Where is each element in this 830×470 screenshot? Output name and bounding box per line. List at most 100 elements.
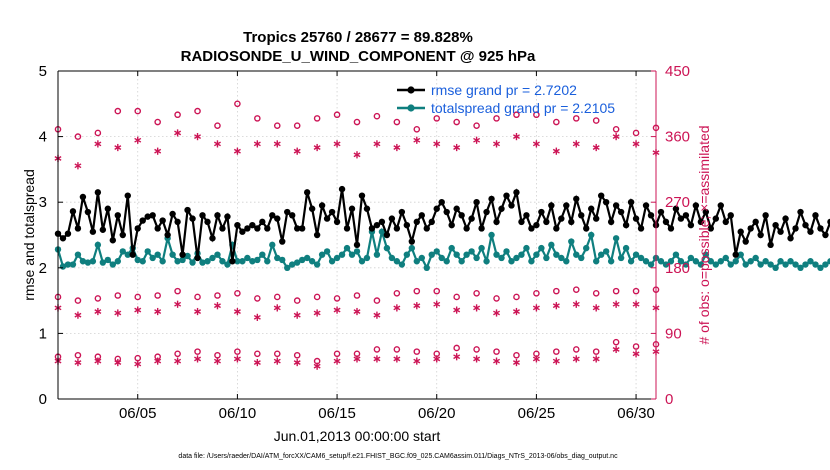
totalspread-point: [583, 244, 590, 252]
totalspread-point: [408, 244, 416, 252]
rmse-point: [732, 251, 739, 258]
rmse-point: [403, 221, 411, 229]
obs-possible-marker: [114, 107, 122, 115]
obs-possible-marker: [612, 338, 620, 346]
obs-assimilated-marker: [213, 140, 221, 148]
totalspread-point: [428, 251, 435, 258]
rmse-point: [209, 235, 216, 242]
obs-assimilated-marker: [512, 307, 520, 316]
obs-assimilated-marker: [512, 133, 520, 141]
obs-assimilated-marker: [532, 355, 540, 363]
obs-possible-marker: [194, 348, 201, 355]
rmse-point: [593, 215, 600, 222]
rmse-point: [139, 217, 146, 224]
obs-possible-marker: [214, 292, 221, 299]
totalspread-point: [777, 258, 784, 265]
totalspread-point: [672, 251, 680, 258]
totalspread-point: [662, 261, 670, 268]
totalspread-point: [289, 261, 296, 268]
obs-possible-marker: [612, 126, 620, 133]
obs-assimilated-marker: [313, 309, 321, 317]
rmse-point: [533, 221, 540, 229]
rmse-point: [642, 202, 650, 209]
obs-assimilated-marker: [213, 302, 221, 310]
obs-possible-marker: [94, 129, 102, 137]
totalspread-point: [802, 261, 809, 268]
totalspread-point: [732, 258, 739, 265]
totalspread-point: [298, 256, 306, 264]
obs-assimilated-marker: [373, 355, 381, 363]
rmse-point: [563, 202, 570, 209]
obs-assimilated-marker: [94, 357, 102, 365]
x-axis-label: Jun.01,2013 00:00:00 start: [274, 428, 441, 444]
obs-assimilated-marker: [453, 143, 461, 152]
rmse-point: [503, 192, 510, 199]
obs-assimilated-marker: [612, 345, 620, 354]
obs-possible-marker: [174, 111, 181, 119]
obs-possible-marker: [353, 118, 361, 126]
obs-assimilated-marker: [174, 300, 182, 308]
obs-assimilated-marker: [353, 151, 361, 159]
obs-assimilated-marker: [632, 140, 640, 148]
totalspread-point: [573, 251, 580, 258]
y-tick-label-left: 0: [39, 391, 47, 408]
totalspread-point: [318, 251, 326, 258]
totalspread-point: [423, 264, 430, 271]
totalspread-point: [752, 254, 759, 262]
rmse-point: [802, 221, 809, 229]
obs-assimilated-marker: [134, 136, 142, 144]
rmse-point: [667, 225, 675, 232]
obs-possible-marker: [293, 122, 301, 129]
totalspread-point: [79, 258, 87, 265]
obs-assimilated-marker: [393, 143, 401, 152]
obs-possible-marker: [513, 111, 520, 119]
rmse-point: [353, 241, 361, 249]
obs-possible-marker: [273, 350, 281, 358]
obs-possible-marker: [373, 112, 381, 120]
obs-possible-marker: [632, 129, 640, 137]
obs-assimilated-marker: [253, 140, 261, 148]
obs-possible-marker: [592, 117, 600, 124]
rmse-point: [244, 225, 251, 232]
rmse-point: [393, 225, 401, 232]
obs-possible-marker: [333, 295, 341, 302]
obs-possible-marker: [333, 350, 341, 358]
totalspread-point: [89, 258, 97, 265]
totalspread-point: [712, 261, 719, 268]
obs-assimilated-marker: [373, 311, 381, 319]
rmse-point: [79, 193, 87, 201]
totalspread-point: [169, 251, 176, 258]
rmse-point: [358, 192, 366, 199]
rmse-point: [418, 212, 425, 219]
rmse-point: [239, 228, 246, 235]
rmse-point: [254, 225, 261, 232]
rmse-point: [104, 205, 112, 212]
rmse-point: [737, 228, 744, 235]
obs-possible-marker: [493, 295, 500, 302]
rmse-point: [523, 212, 530, 219]
totalspread-point: [478, 244, 485, 252]
totalspread-point: [244, 254, 251, 262]
rmse-point: [214, 212, 221, 219]
rmse-point: [398, 208, 406, 216]
obs-assimilated-marker: [453, 353, 461, 361]
obs-possible-marker: [273, 293, 281, 301]
obs-possible-marker: [632, 287, 640, 295]
totalspread-point: [179, 256, 186, 264]
rmse-point: [368, 225, 376, 232]
obs-assimilated-marker: [194, 355, 202, 363]
rmse-point: [438, 199, 445, 206]
rmse-point: [348, 205, 356, 212]
rmse-point: [792, 225, 799, 232]
totalspread-point: [667, 258, 675, 265]
obs-possible-marker: [74, 297, 82, 304]
obs-possible-marker: [74, 351, 82, 359]
rmse-point: [762, 212, 769, 219]
rmse-point: [114, 212, 122, 219]
obs-possible-marker: [553, 118, 560, 126]
totalspread-point: [453, 251, 460, 258]
totalspread-point: [498, 254, 505, 262]
totalspread-point: [353, 248, 361, 255]
totalspread-point: [533, 251, 540, 258]
